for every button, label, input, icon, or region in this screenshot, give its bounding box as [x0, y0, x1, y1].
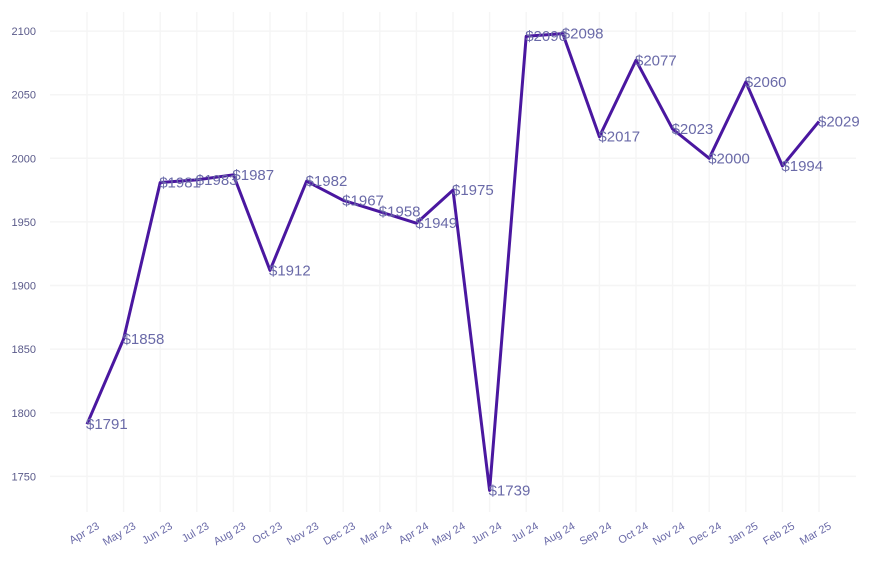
- x-tick-label: May 23: [101, 520, 138, 548]
- data-label: $1791: [86, 416, 128, 433]
- x-tick-label: Jan 25: [726, 520, 761, 547]
- x-tick-label: Jul 23: [180, 520, 211, 545]
- y-tick-label: 1900: [12, 281, 36, 293]
- x-tick-label: Oct 23: [250, 520, 284, 547]
- data-labels: $1791 $1858 $1981$1983$1987 $1912 $1982 $1967…: [86, 26, 860, 500]
- data-label: $1858: [123, 331, 165, 348]
- data-label: $1949: [415, 215, 457, 232]
- x-tick-label: Apr 24: [397, 520, 431, 547]
- x-tick-label: Aug 23: [212, 520, 248, 548]
- data-label: $2029: [818, 113, 860, 130]
- data-label: $1967: [342, 192, 384, 209]
- x-axis-ticks: Apr 23 May 23 Jun 23 Jul 23 Aug 23 Oct 23 Nov …: [67, 520, 833, 548]
- data-label: $2000: [708, 150, 750, 167]
- data-label: $1983: [196, 172, 238, 189]
- data-label: $1912: [269, 262, 311, 279]
- data-label: $1981: [159, 174, 201, 191]
- x-tick-label: Feb 25: [761, 520, 797, 548]
- y-tick-label: 1850: [12, 344, 36, 356]
- data-label: $2098: [562, 26, 604, 43]
- x-tick-label: Sep 24: [578, 520, 614, 548]
- data-label: $2017: [598, 129, 640, 146]
- x-tick-label: Jun 23: [140, 520, 175, 547]
- data-label: $2060: [745, 74, 787, 91]
- x-tick-label: May 24: [430, 520, 467, 548]
- y-tick-label: 1950: [12, 217, 36, 229]
- grid: [50, 12, 856, 512]
- x-tick-label: Mar 25: [798, 520, 834, 548]
- data-label: $2096: [525, 28, 567, 45]
- y-axis-ticks: 1750 1800 1850 1900 1950 2000 2050 2100: [12, 26, 36, 483]
- x-tick-label: Nov 24: [651, 520, 687, 548]
- x-tick-label: Jul 24: [509, 520, 540, 545]
- x-tick-label: Oct 24: [616, 520, 650, 547]
- data-label: $1739: [489, 482, 531, 499]
- y-tick-label: 1800: [12, 408, 36, 420]
- x-tick-label: Mar 24: [359, 520, 395, 548]
- data-label: $1982: [306, 173, 348, 190]
- x-tick-label: Jun 24: [469, 520, 504, 547]
- data-label: $1958: [379, 204, 421, 221]
- x-tick-label: Apr 23: [67, 520, 101, 547]
- y-tick-label: 2050: [12, 90, 36, 102]
- series-line: [85, 32, 821, 492]
- data-label: $1987: [232, 167, 274, 184]
- data-label: $1994: [781, 158, 823, 175]
- x-tick-label: Dec 24: [688, 520, 724, 548]
- data-label: $2077: [635, 52, 677, 69]
- x-tick-label: Aug 24: [541, 520, 577, 548]
- x-tick-label: Nov 23: [285, 520, 321, 548]
- y-tick-label: 2100: [12, 26, 36, 38]
- data-label: $2023: [672, 121, 714, 138]
- data-label: $1975: [452, 182, 494, 199]
- y-tick-label: 1750: [12, 471, 36, 483]
- y-tick-label: 2000: [12, 153, 36, 165]
- x-tick-label: Dec 23: [322, 520, 358, 548]
